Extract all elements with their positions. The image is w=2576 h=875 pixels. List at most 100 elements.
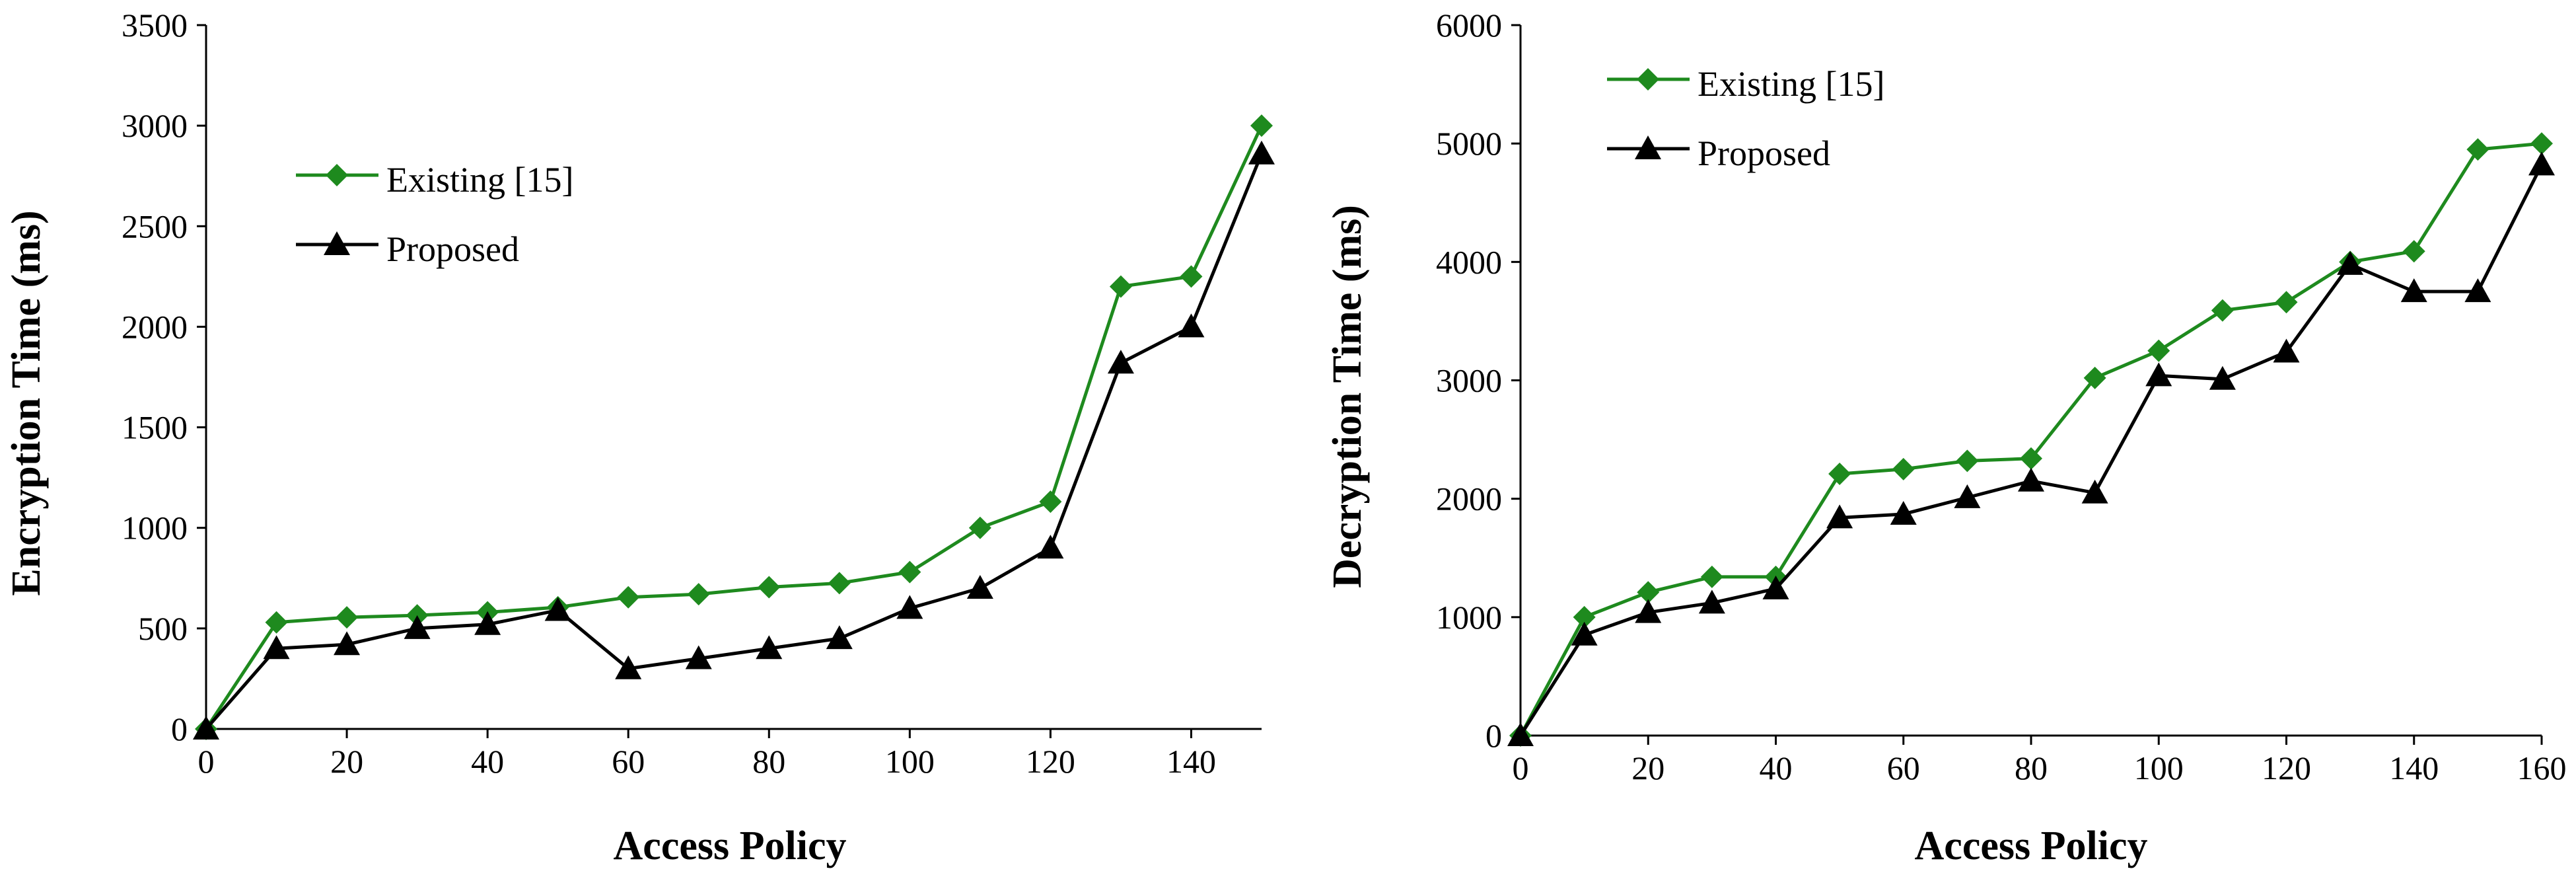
decryption-existing-point <box>2530 132 2553 155</box>
decryption-proposed-point <box>1635 599 1662 623</box>
decryption-x-tick-label: 80 <box>2015 749 2048 786</box>
encryption-x-tick-label: 80 <box>752 743 785 780</box>
encryption-x-tick-label: 0 <box>198 743 215 780</box>
encryption-y-tick-label: 3000 <box>122 107 188 144</box>
encryption-proposed-point <box>966 575 993 599</box>
encryption-proposed-point <box>756 635 783 660</box>
decryption-existing-point <box>1892 457 1915 480</box>
encryption-proposed-point <box>1037 535 1064 559</box>
encryption-proposed-point <box>1248 140 1275 165</box>
encryption-existing-point <box>1039 490 1062 514</box>
encryption-x-axis-title: Access Policy <box>614 823 847 868</box>
encryption-proposed-point <box>896 595 923 619</box>
decryption-proposed-point <box>2464 278 2491 303</box>
decryption-legend: Existing [15] Proposed <box>1698 64 1884 173</box>
encryption-y-axis-title: Encryption Time (ms) <box>4 210 49 595</box>
encryption-y-tick-label: 0 <box>171 710 188 747</box>
encryption-x-tick-label: 140 <box>1166 743 1216 780</box>
decryption-existing-line <box>1519 141 2542 737</box>
decryption-proposed-point <box>1571 621 1598 646</box>
encryption-x-tick-label: 40 <box>471 743 504 780</box>
decryption-y-tick-label: 2000 <box>1436 480 1502 517</box>
decryption-x-tick-label: 40 <box>1760 749 1793 786</box>
encryption-legend-proposed-marker <box>324 231 350 255</box>
encryption-proposed-point <box>1178 313 1205 338</box>
encryption-existing-point <box>968 516 991 539</box>
encryption-existing-point <box>336 606 359 629</box>
encryption-existing-point <box>1180 265 1203 288</box>
decryption-y-tick-label: 1000 <box>1436 599 1502 636</box>
decryption-legend-proposed-marker <box>1635 135 1661 159</box>
encryption-proposed-point <box>1107 350 1134 374</box>
decryption-existing-point <box>2275 291 2298 314</box>
encryption-proposed-point <box>685 645 712 669</box>
encryption-proposed-point <box>193 716 219 740</box>
decryption-x-tick-label: 120 <box>2262 749 2311 786</box>
encryption-chart: Encryption Time (ms) Access Policy Exist… <box>4 7 1275 868</box>
encryption-series-proposed <box>193 140 1275 740</box>
encryption-existing-point <box>617 586 640 609</box>
encryption-proposed-point <box>826 625 853 650</box>
decryption-existing-point <box>1573 605 1596 628</box>
decryption-existing-point <box>2466 138 2489 161</box>
decryption-existing-point <box>1700 565 1723 588</box>
decryption-existing-point <box>1828 463 1851 486</box>
encryption-proposed-point <box>263 635 290 660</box>
encryption-y-tick-label: 1500 <box>122 409 188 446</box>
decryption-series-proposed <box>1507 151 2555 746</box>
decryption-x-tick-label: 140 <box>2389 749 2439 786</box>
encryption-proposed-point <box>334 631 361 656</box>
encryption-proposed-point <box>615 655 642 679</box>
encryption-existing-point <box>687 583 710 606</box>
encryption-y-tick-label: 3500 <box>122 7 188 44</box>
encryption-x-tick-label: 100 <box>885 743 935 780</box>
decryption-proposed-point <box>2081 479 2108 504</box>
encryption-existing-point <box>1250 114 1273 137</box>
decryption-existing-point <box>2083 366 2106 389</box>
encryption-proposed-point <box>474 611 501 635</box>
decryption-existing-point <box>2402 240 2425 263</box>
decryption-existing-point <box>2020 447 2042 470</box>
decryption-proposed-point <box>1762 575 1789 599</box>
encryption-y-tick-label: 1000 <box>122 510 188 547</box>
encryption-proposed-point <box>404 615 431 639</box>
decryption-x-tick-label: 160 <box>2517 749 2567 786</box>
encryption-existing-point <box>898 560 921 584</box>
decryption-existing-point <box>1956 449 1979 473</box>
encryption-legend-existing-label: Existing [15] <box>386 160 573 200</box>
decryption-legend-existing-marker <box>1637 68 1659 91</box>
encryption-x-tick-label: 120 <box>1026 743 1075 780</box>
decryption-x-tick-label: 20 <box>1631 749 1664 786</box>
encryption-proposed-point <box>544 597 571 621</box>
decryption-x-tick-label: 0 <box>1513 749 1529 786</box>
decryption-legend-existing-label: Existing [15] <box>1698 64 1884 104</box>
decryption-series-existing <box>1509 132 2553 747</box>
decryption-y-tick-label: 5000 <box>1436 125 1502 162</box>
decryption-chart: Decryption Time (ms) Access Policy Exist… <box>1325 7 2567 868</box>
encryption-y-tick-label: 2000 <box>122 308 188 345</box>
encryption-existing-point <box>828 572 851 595</box>
encryption-y-tick-label: 500 <box>138 610 188 647</box>
encryption-x-tick-label: 20 <box>330 743 363 780</box>
encryption-existing-point <box>265 611 288 634</box>
encryption-legend: Existing [15] Proposed <box>386 160 573 269</box>
decryption-y-tick-label: 0 <box>1485 717 1502 754</box>
decryption-x-tick-label: 60 <box>1887 749 1920 786</box>
encryption-series-existing <box>195 114 1273 740</box>
decryption-proposed-point <box>2018 467 2044 492</box>
decryption-proposed-point <box>2400 278 2427 303</box>
encryption-y-tick-label: 2500 <box>122 208 188 245</box>
decryption-proposed-point <box>2273 338 2300 363</box>
decryption-proposed-point <box>2209 365 2236 390</box>
decryption-x-tick-label: 100 <box>2134 749 2184 786</box>
decryption-legend-proposed-label: Proposed <box>1698 133 1830 173</box>
decryption-y-tick-label: 3000 <box>1436 362 1502 399</box>
encryption-legend-proposed-label: Proposed <box>386 229 519 269</box>
encryption-existing-point <box>758 576 781 599</box>
decryption-proposed-point <box>2528 151 2555 176</box>
encryption-proposed-line <box>205 153 1264 730</box>
decryption-proposed-point <box>2145 362 2172 387</box>
encryption-legend-existing-marker <box>326 164 348 186</box>
decryption-y-axis-title: Decryption Time (ms) <box>1325 205 1370 588</box>
